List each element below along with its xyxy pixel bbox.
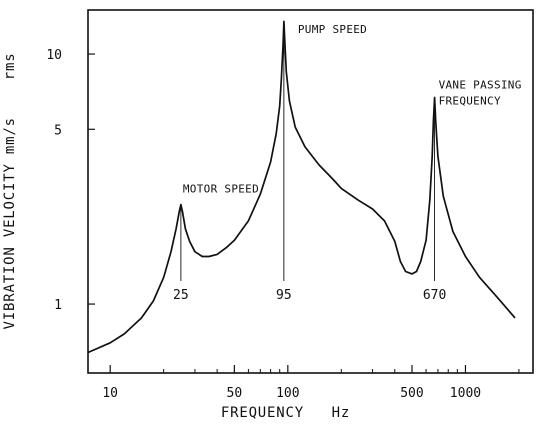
x-tick-label: 100	[276, 386, 299, 401]
y-tick-label: 5	[54, 123, 62, 138]
peak-frequency-label: 25	[173, 288, 189, 303]
spectrum-line	[87, 20, 516, 354]
peak-guides-layer	[180, 21, 436, 281]
label-layer: 10 50 100 500 1000 1 5 10 25 95 670 MOTOR SPEED PUMP…	[2, 23, 522, 421]
plot-frame	[87, 9, 534, 374]
annotation-vane-passing: VANE PASSING	[439, 79, 522, 92]
x-tick-label: 50	[227, 386, 243, 401]
annotation-vane-frequency: FREQUENCY	[439, 95, 501, 108]
peak-frequency-label: 95	[276, 288, 292, 303]
x-tick-label: 10	[102, 386, 118, 401]
series-layer	[87, 20, 516, 354]
y-axis-title: VIBRATION VELOCITY mm/s rms	[2, 53, 18, 330]
annotation-pump-speed: PUMP SPEED	[298, 23, 367, 36]
y-tick-label: 1	[54, 298, 62, 313]
x-axis-title: FREQUENCY Hz	[221, 405, 350, 421]
x-tick-label: 1000	[450, 386, 481, 401]
axes-layer	[87, 9, 534, 374]
annotation-motor-speed: MOTOR SPEED	[183, 183, 259, 196]
y-tick-label: 10	[46, 48, 62, 63]
x-tick-label: 500	[400, 386, 423, 401]
peak-frequency-label: 670	[423, 288, 446, 303]
